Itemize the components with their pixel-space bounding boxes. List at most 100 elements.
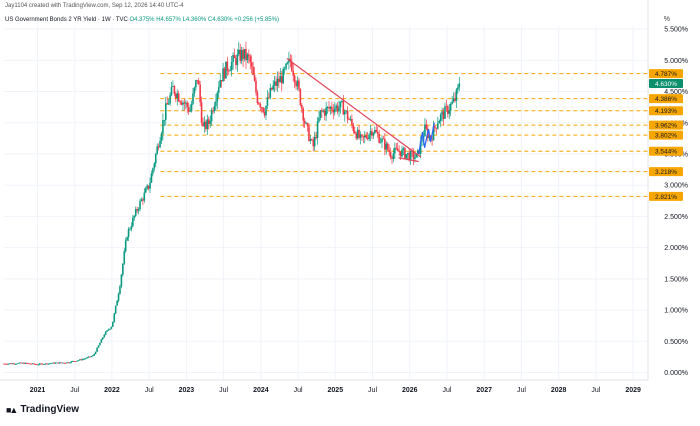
candle-body <box>40 363 43 365</box>
candle-body <box>359 134 362 138</box>
candle-body <box>34 364 37 365</box>
candle-body <box>421 140 423 142</box>
candle-body <box>149 182 151 189</box>
candle-body <box>402 148 405 150</box>
candle-body <box>86 357 88 359</box>
candle-body <box>439 114 442 121</box>
candle-body <box>119 286 121 295</box>
candle-body <box>295 82 297 87</box>
candle-body <box>172 86 174 87</box>
candle-body <box>255 80 257 93</box>
candle-body <box>384 138 386 150</box>
candle-body <box>425 124 428 129</box>
candle-body <box>361 134 363 137</box>
candle-body <box>292 70 295 76</box>
candle-body <box>170 86 173 96</box>
candle-body <box>30 363 33 365</box>
candle-body <box>336 105 339 112</box>
x-tick-label: Jul <box>145 387 154 394</box>
candle-body <box>306 123 309 127</box>
candle-body <box>177 93 180 102</box>
candle-body <box>437 123 439 129</box>
candle-body <box>266 97 269 106</box>
candle-body <box>322 110 325 112</box>
y-tick-label: 1.000% <box>664 308 688 315</box>
candle-body <box>99 342 101 346</box>
x-tick-label: 2023 <box>179 387 195 394</box>
candle-body <box>123 251 126 264</box>
candle-body <box>416 150 419 154</box>
candle-body <box>142 199 144 201</box>
candle-body <box>362 136 365 138</box>
level-label: 3.218% <box>655 169 677 176</box>
candle-body <box>265 105 267 116</box>
candle-body <box>398 151 400 152</box>
candle-body <box>162 120 164 134</box>
grid <box>0 0 649 381</box>
lower-trendline <box>398 157 419 163</box>
y-tick-label: 4.500% <box>664 89 688 96</box>
candle-body <box>163 119 166 121</box>
x-tick-label: Jul <box>591 387 600 394</box>
candle-body <box>152 168 154 174</box>
candle-body <box>133 215 136 218</box>
x-tick-label: Jul <box>443 387 452 394</box>
candle-body <box>147 185 150 189</box>
candle-body <box>391 157 393 159</box>
candle-body <box>318 117 320 122</box>
candle-body <box>143 192 146 201</box>
candle-body <box>120 274 123 287</box>
candle-body <box>263 112 266 116</box>
candle-body <box>87 356 90 358</box>
candle-body <box>285 63 287 69</box>
candle-body <box>309 139 312 141</box>
candle-body <box>33 363 35 365</box>
candle-body <box>110 326 113 329</box>
level-label: 3.544% <box>655 149 677 156</box>
candle-body <box>167 103 170 105</box>
candle-body <box>457 87 459 90</box>
x-tick-label: 2024 <box>253 387 269 394</box>
candle-body <box>175 93 177 99</box>
candle-body <box>232 54 234 63</box>
candle-body <box>412 151 415 160</box>
candle-body <box>67 362 70 364</box>
candle-body <box>100 339 103 343</box>
candle-body <box>140 199 143 202</box>
candle-body <box>185 102 187 104</box>
candle-body <box>376 132 379 135</box>
support-resistance-levels <box>160 73 648 197</box>
candle-body <box>411 150 413 152</box>
candle-body <box>53 362 55 364</box>
candle-body <box>179 101 181 103</box>
candle-body <box>80 359 83 361</box>
y-tick-label: 0.000% <box>664 370 688 377</box>
candle-body <box>186 102 189 108</box>
candle-body <box>36 364 38 366</box>
candle-body <box>202 122 204 127</box>
level-label-bg <box>649 94 683 104</box>
candle-body <box>283 68 286 70</box>
candle-body <box>405 154 408 159</box>
candle-body <box>392 153 395 159</box>
candle-body <box>308 126 310 141</box>
x-tick-label: Jul <box>70 387 79 394</box>
candle-body <box>116 300 118 306</box>
candle-body <box>343 111 346 115</box>
candle-body <box>173 86 176 94</box>
price-change: +0.256 (+5.85%) <box>234 17 279 23</box>
candle-body <box>150 173 153 183</box>
candle-body <box>129 228 131 230</box>
candle-body <box>329 106 332 109</box>
candle-body <box>223 68 226 79</box>
candle-body <box>14 363 17 365</box>
candle-body <box>206 119 209 130</box>
candle-body <box>290 61 293 71</box>
candle-body <box>371 131 373 136</box>
candle-body <box>44 363 47 365</box>
y-tick-label: 5.500% <box>664 27 688 34</box>
candle-body <box>452 98 455 102</box>
candle-body <box>245 49 247 61</box>
candle-body <box>197 80 200 85</box>
